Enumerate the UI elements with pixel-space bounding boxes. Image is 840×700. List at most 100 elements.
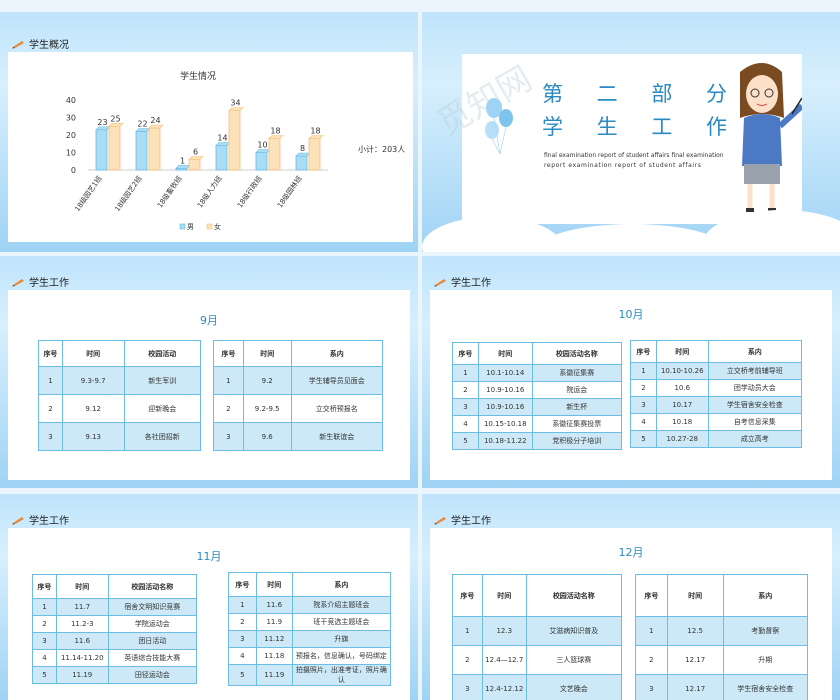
table-cell: 三人篮球赛 bbox=[525, 645, 623, 675]
bar-top bbox=[228, 107, 244, 111]
table-row: 2 9.2-9.5 立交桥预报名 bbox=[213, 394, 384, 423]
content-card: 10月 序号 时间 校园活动名称 1 10.1-10.14 系徽征集赛 2 10.9-10.1… bbox=[430, 290, 832, 480]
section-header: 学生工作 bbox=[12, 512, 69, 527]
table-row: 1 11.6 院系介绍主题班会 bbox=[228, 596, 392, 614]
table-row: 5 11.19 田径运动会 bbox=[32, 666, 198, 684]
column-header: 系内 bbox=[291, 572, 392, 597]
column-header: 序号 bbox=[213, 340, 244, 367]
total-count: 小计：203人 bbox=[358, 145, 406, 154]
table-row: 3 9.6 新生联谊会 bbox=[213, 422, 384, 451]
table-cell: 5 bbox=[630, 430, 657, 448]
month-title: 9月 bbox=[200, 314, 218, 327]
table-cell: 1 bbox=[32, 598, 57, 616]
x-tick-label: 18级畜牧班 bbox=[155, 174, 184, 209]
table-cell: 11.19 bbox=[255, 664, 293, 686]
table-cell: 10.6 bbox=[655, 379, 709, 397]
table-row: 3 9.13 各社团招新 bbox=[38, 422, 202, 451]
table-cell: 11.6 bbox=[255, 596, 293, 614]
table-cell: 1 bbox=[630, 362, 657, 380]
table-cell: 12.4—12.7 bbox=[481, 645, 527, 675]
table-cell: 10.18-11.22 bbox=[477, 432, 533, 450]
table-row: 1 9.2 学生辅导员见面会 bbox=[213, 366, 384, 395]
legend-swatch bbox=[206, 223, 213, 230]
table-cell: 3 bbox=[452, 674, 483, 700]
column-header: 序号 bbox=[32, 574, 57, 599]
table-row: 3 10.9-10.16 新生杯 bbox=[452, 398, 623, 416]
table-cell: 新生军训 bbox=[123, 366, 202, 395]
data-label: 6 bbox=[193, 148, 198, 157]
column-header: 时间 bbox=[477, 342, 533, 365]
table-cell: 学院运动会 bbox=[107, 615, 198, 633]
campus-activities-table: 序号 时间 校园活动名称 1 11.7 宿舍文明知识竞赛 2 11.2-3 学院运动会 3 11.6… bbox=[32, 574, 198, 684]
table-cell: 学生宿舍安全检查 bbox=[722, 674, 809, 700]
table-row: 3 10.17 学生宿舍安全检查 bbox=[630, 396, 803, 414]
table-header-row: 序号 时间 系内 bbox=[228, 572, 392, 597]
table-cell: 系徽征集赛投票 bbox=[531, 415, 623, 433]
table-cell: 3 bbox=[32, 632, 57, 650]
y-tick-label: 40 bbox=[66, 96, 76, 105]
table-row: 1 12.5 考勤督察 bbox=[635, 616, 809, 646]
column-header: 序号 bbox=[452, 574, 483, 617]
slide-student-overview: 学生概况 学生情况 0 10 20 30 40 23 25 18级园艺1班 22 24 18级园艺2班… bbox=[0, 12, 418, 252]
section-title: 学生工作 bbox=[451, 278, 491, 289]
table-cell: 团日活动 bbox=[107, 632, 198, 650]
slide-december: 学生工作 12月 序号 时间 校园活动名称 1 12.3 艾滋病知识普及 2 12.4—12.… bbox=[422, 494, 840, 700]
column-header: 时间 bbox=[55, 574, 109, 599]
table-header-row: 序号 时间 系内 bbox=[213, 340, 384, 367]
table-row: 5 10.27-28 成立高考 bbox=[630, 430, 803, 448]
table-cell: 2 bbox=[38, 394, 63, 423]
table-cell: 学生宿舍安全检查 bbox=[707, 396, 803, 414]
table-cell: 2 bbox=[228, 613, 257, 631]
section-title: 学生工作 bbox=[451, 516, 491, 527]
table-row: 1 9.3-9.7 新生军训 bbox=[38, 366, 202, 395]
table-row: 2 12.4—12.7 三人篮球赛 bbox=[452, 645, 623, 675]
data-label: 24 bbox=[150, 116, 160, 125]
table-cell: 党积极分子培训 bbox=[531, 432, 623, 450]
table-cell: 10.15-10.18 bbox=[477, 415, 533, 433]
table-row: 1 10.1-10.14 系徽征集赛 bbox=[452, 364, 623, 382]
table-cell: 9.3-9.7 bbox=[61, 366, 125, 395]
x-tick-label: 18级行政班 bbox=[235, 174, 264, 209]
table-cell: 升期 bbox=[722, 645, 809, 675]
content-card: 11月 序号 时间 校园活动名称 1 11.7 宿舍文明知识竞赛 2 11.2-3 学院运动会 3… bbox=[8, 528, 410, 700]
section-header: 学生工作 bbox=[434, 512, 491, 527]
table-header-row: 序号 时间 系内 bbox=[635, 574, 809, 617]
legend-label: 女 bbox=[214, 222, 221, 231]
table-cell: 3 bbox=[630, 396, 657, 414]
title-line-2: 学生工作 bbox=[542, 115, 727, 139]
bar bbox=[268, 138, 281, 171]
table-row: 3 12.4-12.12 文艺晚会 bbox=[452, 674, 623, 700]
table-cell: 2 bbox=[630, 379, 657, 397]
legend-label: 男 bbox=[187, 223, 194, 231]
x-tick-label: 18级园艺2班 bbox=[113, 174, 144, 213]
table-cell: 12.3 bbox=[481, 616, 527, 646]
table-cell: 12.4-12.12 bbox=[481, 674, 527, 700]
table-header-row: 序号 时间 校园活动名称 bbox=[452, 342, 623, 365]
table-cell: 4 bbox=[452, 415, 479, 433]
table-cell: 新生杯 bbox=[531, 398, 623, 416]
table-row: 1 12.3 艾滋病知识普及 bbox=[452, 616, 623, 646]
slide-november: 学生工作 11月 序号 时间 校园活动名称 1 11.7 宿舍文明知识竞赛 2 11.2-3 学… bbox=[0, 494, 418, 700]
column-header: 系内 bbox=[707, 340, 803, 363]
table-row: 4 10.18 自考信息采集 bbox=[630, 413, 803, 431]
column-header: 校园活动名称 bbox=[107, 574, 198, 599]
bar bbox=[95, 129, 108, 171]
bar-top bbox=[255, 149, 271, 153]
table-cell: 1 bbox=[452, 616, 483, 646]
table-cell: 11.7 bbox=[55, 598, 109, 616]
table-row: 2 9.12 迎新晚会 bbox=[38, 394, 202, 423]
column-header: 序号 bbox=[635, 574, 668, 617]
table-cell: 2 bbox=[452, 645, 483, 675]
column-header: 校园活动名称 bbox=[525, 574, 623, 617]
table-cell: 宿舍文明知识竞赛 bbox=[107, 598, 198, 616]
table-cell: 10.9-10.16 bbox=[477, 398, 533, 416]
bar bbox=[148, 127, 161, 171]
table-cell: 11.6 bbox=[55, 632, 109, 650]
campus-activities-table: 序号 时间 校园活动名称 1 10.1-10.14 系徽征集赛 2 10.9-10.16 院运会… bbox=[452, 342, 623, 450]
table-row: 1 11.7 宿舍文明知识竞赛 bbox=[32, 598, 198, 616]
month-title: 11月 bbox=[196, 550, 222, 563]
table-cell: 1 bbox=[213, 366, 244, 395]
data-label: 14 bbox=[217, 134, 227, 143]
table-header-row: 序号 时间 校园活动 bbox=[38, 340, 202, 367]
table-cell: 团学动员大会 bbox=[707, 379, 803, 397]
